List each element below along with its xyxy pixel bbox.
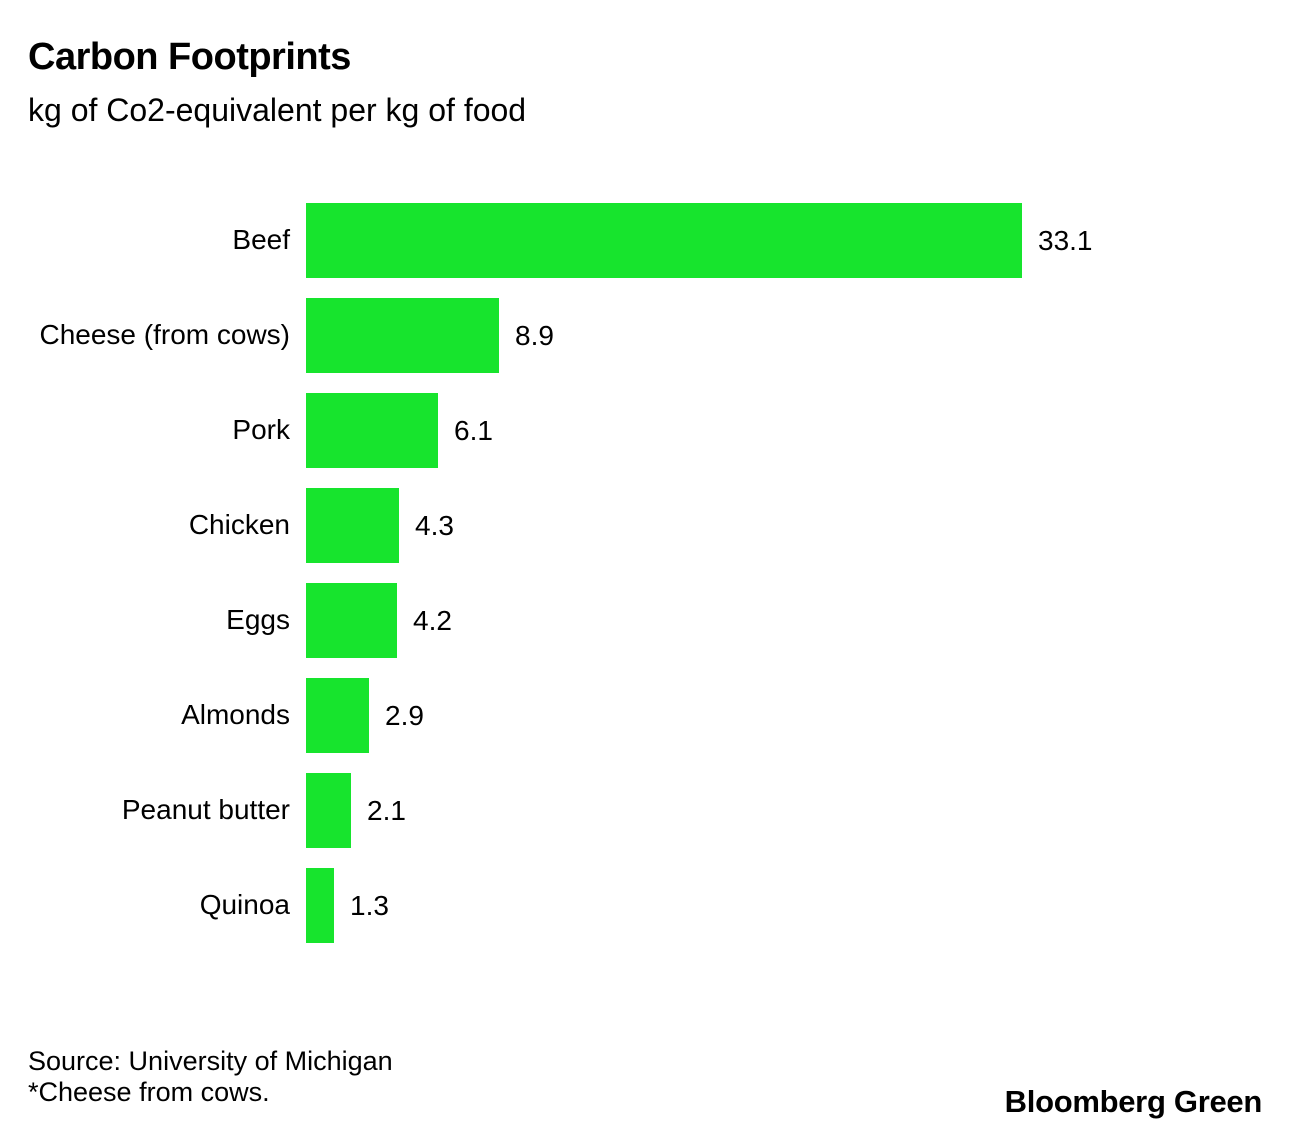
bar	[306, 868, 334, 943]
value-label: 2.1	[367, 794, 406, 826]
bar	[306, 393, 438, 468]
bar	[306, 583, 397, 658]
value-label: 2.9	[385, 699, 424, 731]
bloomberg-green-logo: Bloomberg Green	[1004, 1084, 1263, 1119]
value-label: 4.3	[415, 509, 454, 541]
category-label: Beef	[232, 224, 290, 256]
bar-chart: Beef 33.1 Cheese (from cows) 8.9 Pork 6.1 Chic…	[0, 203, 1093, 943]
chart-row: Eggs 4.2	[0, 583, 1093, 658]
bar	[306, 773, 351, 848]
chart-row: Cheese (from cows) 8.9	[0, 298, 1093, 373]
bar	[306, 488, 399, 563]
footer: Source: University of Michigan *Cheese f…	[28, 1046, 393, 1108]
chart-title: Carbon Footprints	[28, 36, 351, 78]
chart-row: Quinoa 1.3	[0, 868, 1093, 943]
chart-row: Almonds 2.9	[0, 678, 1093, 753]
chart-row: Pork 6.1	[0, 393, 1093, 468]
category-label: Quinoa	[199, 889, 290, 921]
bar	[306, 298, 499, 373]
source-note: Source: University of Michigan	[28, 1046, 393, 1076]
category-label: Eggs	[226, 604, 290, 636]
value-label: 8.9	[515, 319, 554, 351]
category-label: Pork	[232, 414, 290, 446]
value-label: 1.3	[350, 889, 389, 921]
value-label: 33.1	[1038, 224, 1093, 256]
category-label: Peanut butter	[121, 794, 290, 826]
chart-subtitle: kg of Co2-equivalent per kg of food	[28, 92, 527, 128]
chart-row: Peanut butter 2.1	[0, 773, 1093, 848]
category-label: Chicken	[188, 509, 290, 541]
footnote: *Cheese from cows.	[28, 1077, 270, 1107]
chart-row: Chicken 4.3	[0, 488, 1093, 563]
value-label: 4.2	[413, 604, 452, 636]
chart-row: Beef 33.1	[0, 203, 1093, 278]
category-label: Cheese (from cows)	[39, 319, 290, 351]
value-label: 6.1	[454, 414, 493, 446]
bar	[306, 203, 1022, 278]
bar	[306, 678, 369, 753]
category-label: Almonds	[181, 699, 290, 731]
